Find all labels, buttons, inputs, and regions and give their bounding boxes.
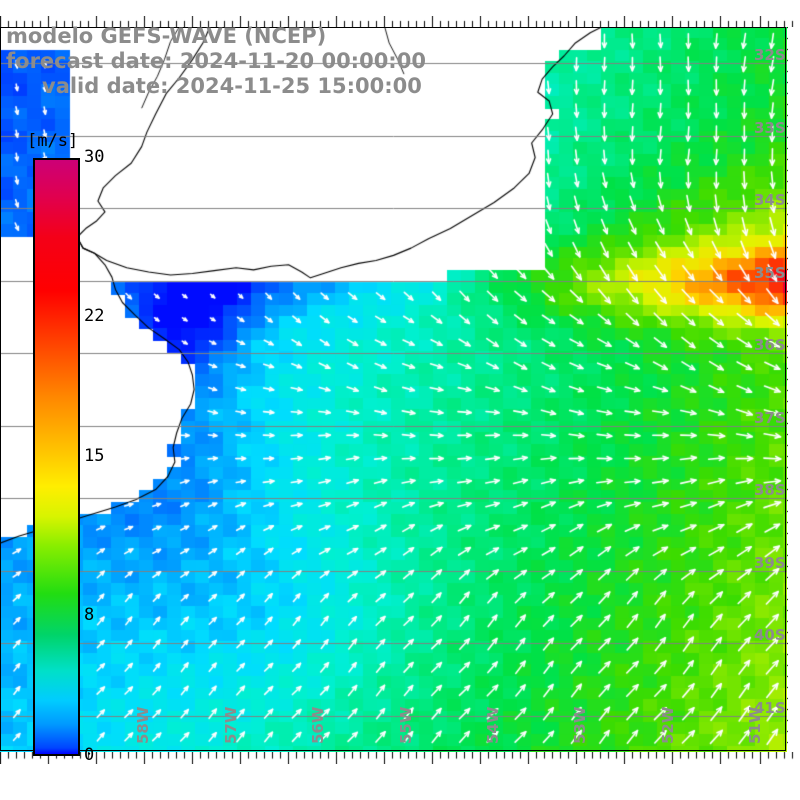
lon-label-51W: 51W bbox=[746, 706, 765, 744]
lon-label-56W: 56W bbox=[309, 706, 328, 744]
lon-label-55W: 55W bbox=[396, 706, 415, 744]
figure-title: modelo GEFS-WAVE (NCEP) forecast date: 2… bbox=[0, 24, 520, 99]
title-valid-date-line: valid date: 2024-11-25 15:00:00 bbox=[42, 74, 422, 98]
lat-label-34S: 34S bbox=[754, 191, 786, 210]
lat-label-37S: 37S bbox=[754, 408, 786, 427]
colorbar-tick-8: 8 bbox=[84, 605, 95, 626]
colorbar-units-label: [m/s] bbox=[27, 131, 79, 151]
lat-label-39S: 39S bbox=[754, 553, 786, 572]
lat-label-36S: 36S bbox=[754, 336, 786, 355]
title-model-line: modelo GEFS-WAVE (NCEP) bbox=[6, 24, 327, 48]
wind-direction-arrows bbox=[0, 27, 787, 752]
lon-label-53W: 53W bbox=[571, 706, 590, 744]
colorbar-tick-22: 22 bbox=[84, 306, 105, 327]
lon-label-58W: 58W bbox=[134, 706, 153, 744]
ruler-bottom bbox=[0, 752, 800, 764]
title-forecast-date-line: forecast date: 2024-11-20 00:00:00 bbox=[6, 49, 426, 73]
colorbar bbox=[33, 158, 80, 756]
colorbar-tick-0: 0 bbox=[84, 745, 95, 765]
colorbar-tick-15: 15 bbox=[84, 446, 105, 466]
lat-label-41S: 41S bbox=[754, 698, 786, 717]
lon-label-52W: 52W bbox=[658, 706, 677, 744]
lat-label-40S: 40S bbox=[754, 626, 786, 645]
lat-label-33S: 33S bbox=[754, 118, 786, 137]
ruler-top bbox=[0, 16, 800, 27]
colorbar-gradient bbox=[33, 158, 80, 756]
lon-label-54W: 54W bbox=[483, 706, 502, 744]
lat-label-32S: 32S bbox=[754, 46, 786, 65]
colorbar-tick-30: 30 bbox=[84, 147, 105, 167]
map-plot-area: 32S33S34S35S36S37S38S39S40S41S59W58W57W5… bbox=[0, 27, 787, 752]
lat-label-35S: 35S bbox=[754, 263, 786, 282]
lon-label-57W: 57W bbox=[221, 706, 240, 744]
lat-label-38S: 38S bbox=[754, 481, 786, 500]
